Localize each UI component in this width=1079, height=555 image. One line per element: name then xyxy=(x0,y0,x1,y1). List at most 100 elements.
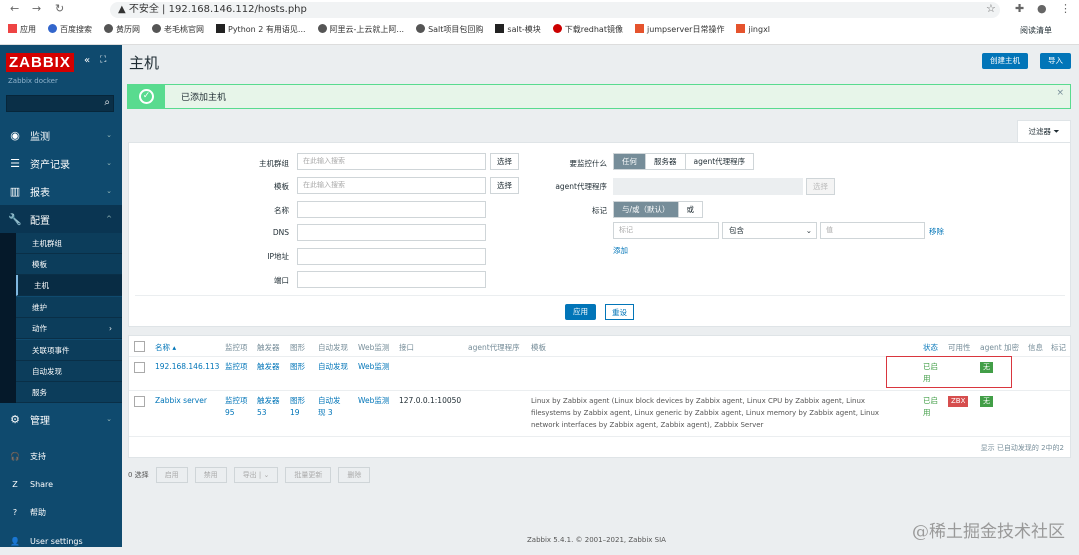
bookmark[interactable]: jingxl xyxy=(736,24,770,35)
name-input[interactable] xyxy=(297,201,486,218)
host-name-link[interactable]: Zabbix server xyxy=(155,396,207,405)
triggers-link[interactable]: 触发器 xyxy=(257,362,280,371)
support-link[interactable]: 🎧 支持 xyxy=(0,442,122,470)
mass-update-button[interactable]: 批量更新 xyxy=(285,467,332,483)
option-server[interactable]: 服务器 xyxy=(646,154,686,169)
submenu-hosts[interactable]: 主机 xyxy=(16,275,122,296)
bookmark[interactable]: salt-模块 xyxy=(495,24,541,35)
table-summary: 显示 已自动发现的 2中的2 xyxy=(980,444,1064,452)
templates-select-button[interactable]: 选择 xyxy=(490,177,519,194)
enable-button[interactable]: 启用 xyxy=(155,467,188,483)
header-name[interactable]: 名称 ▴ xyxy=(155,343,177,352)
proxy-input xyxy=(613,178,803,195)
submenu-actions[interactable]: 动作 › xyxy=(16,318,122,339)
select-all-checkbox[interactable] xyxy=(134,341,145,352)
tags-evaltype[interactable]: 与/或（默认） 或 xyxy=(613,201,704,218)
option-proxy[interactable]: agent代理程序 xyxy=(693,157,746,166)
header-tags: 标记 xyxy=(1051,343,1066,352)
extensions-icon[interactable]: ✚ xyxy=(1015,2,1025,15)
help-link[interactable]: ? 帮助 xyxy=(0,498,122,526)
discovery-link[interactable]: 自动发现 xyxy=(318,362,348,371)
reset-button[interactable]: 重设 xyxy=(605,304,634,320)
filter-tab[interactable]: 过滤器 ⏷ xyxy=(1017,120,1071,143)
templates-input[interactable]: 在此输入搜索 xyxy=(297,177,486,194)
bookmark[interactable]: 阿里云-上云就上阿... xyxy=(317,24,404,35)
triggers-link[interactable]: 触发器 53 xyxy=(257,396,280,417)
menu-configuration[interactable]: 🔧 配置 ^ xyxy=(0,205,122,233)
back-icon[interactable]: ← xyxy=(10,2,20,15)
menu-icon[interactable]: ⋮ xyxy=(1060,2,1071,15)
forward-icon[interactable]: → xyxy=(32,2,42,15)
name-label: 名称 xyxy=(274,206,289,215)
bookmark[interactable]: Salt项目包回购 xyxy=(416,24,483,35)
export-button[interactable]: 导出 | ⌄ xyxy=(233,467,279,483)
items-link[interactable]: 监控项 xyxy=(225,362,248,371)
host-groups-select-button[interactable]: 选择 xyxy=(490,153,519,170)
tag-operator-select[interactable]: 包含 ⌄ xyxy=(722,222,817,239)
header-encryption: agent 加密 xyxy=(980,343,1020,352)
host-name-link[interactable]: 192.168.146.113 xyxy=(155,362,220,371)
share-link[interactable]: Z Share xyxy=(0,470,122,498)
option-any[interactable]: 任何 xyxy=(614,154,646,169)
apply-button[interactable]: 应用 xyxy=(565,304,596,320)
header-interface: 接口 xyxy=(399,343,414,352)
status-toggle[interactable]: 已启用 xyxy=(923,396,938,417)
collapse-icon[interactable]: « xyxy=(84,55,91,66)
discovery-link[interactable]: 自动发现 3 xyxy=(318,396,341,417)
import-button[interactable]: 导入 xyxy=(1040,53,1071,69)
bookmark[interactable]: 下载redhat镜像 xyxy=(552,24,623,35)
add-tag-link[interactable]: 添加 xyxy=(613,246,628,255)
monitored-by-segmented[interactable]: 任何 服务器 agent代理程序 xyxy=(613,153,755,170)
option-or[interactable]: 或 xyxy=(686,205,695,214)
menu-administration[interactable]: ⚙ 管理 ⌄ xyxy=(0,405,122,433)
zabbix-logo[interactable]: ZABBIX xyxy=(6,53,74,72)
web-link[interactable]: Web监测 xyxy=(358,396,390,405)
bookmark[interactable]: 黄历网 xyxy=(104,24,140,35)
tag-input[interactable]: 标记 xyxy=(613,222,719,239)
delete-button[interactable]: 删除 xyxy=(338,467,371,483)
reading-list[interactable]: 阅读清单 xyxy=(1020,26,1052,35)
graphs-link[interactable]: 图形 19 xyxy=(290,396,305,417)
search-input[interactable]: ⌕ xyxy=(6,95,114,112)
bookmark[interactable]: Python 2 有用语见... xyxy=(216,24,306,35)
menu-monitoring[interactable]: ◉ 监测 ⌄ xyxy=(0,121,122,149)
proxy-select-button: 选择 xyxy=(806,178,835,195)
kiosk-icon[interactable]: ⛶ xyxy=(100,55,107,65)
menu-reports[interactable]: ▥ 报表 ⌄ xyxy=(0,177,122,205)
status-toggle[interactable]: 已启用 xyxy=(923,362,938,383)
submenu-event-correlation[interactable]: 关联项事件 xyxy=(16,340,122,361)
submenu-host-groups[interactable]: 主机群组 xyxy=(16,233,122,254)
address-bar[interactable]: ▲ 不安全 | 192.168.146.112/hosts.php xyxy=(110,2,1000,18)
close-icon[interactable]: × xyxy=(1056,88,1064,98)
search-icon[interactable]: ⌕ xyxy=(104,97,110,108)
submenu-templates[interactable]: 模板 xyxy=(16,254,122,275)
option-and-or[interactable]: 与/或（默认） xyxy=(614,202,679,217)
dns-input[interactable] xyxy=(297,224,486,241)
bookmark[interactable]: 应用 xyxy=(8,24,36,35)
host-groups-input[interactable]: 在此输入搜索 xyxy=(297,153,486,170)
tag-value-input[interactable]: 值 xyxy=(820,222,925,239)
create-host-button[interactable]: 创建主机 xyxy=(982,53,1028,69)
encryption-badge: 无 xyxy=(980,362,993,373)
submenu-maintenance[interactable]: 维护 xyxy=(16,297,122,318)
menu-inventory[interactable]: ☰ 资产记录 ⌄ xyxy=(0,149,122,177)
items-link[interactable]: 监控项 95 xyxy=(225,396,248,417)
star-icon[interactable]: ☆ xyxy=(986,2,996,15)
bookmark[interactable]: 百度搜索 xyxy=(48,24,92,35)
profile-icon[interactable]: ● xyxy=(1037,2,1047,15)
row-checkbox[interactable] xyxy=(134,396,145,407)
disable-button[interactable]: 禁用 xyxy=(194,467,227,483)
reload-icon[interactable]: ↻ xyxy=(55,2,65,15)
web-link[interactable]: Web监测 xyxy=(358,362,390,371)
header-status[interactable]: 状态 xyxy=(923,343,938,352)
row-checkbox[interactable] xyxy=(134,362,145,373)
port-input[interactable] xyxy=(297,271,486,288)
graphs-link[interactable]: 图形 xyxy=(290,362,305,371)
submenu-discovery[interactable]: 自动发现 xyxy=(16,361,122,382)
remove-tag-link[interactable]: 移除 xyxy=(929,227,944,236)
user-settings[interactable]: 👤 User settings xyxy=(0,527,122,555)
ip-input[interactable] xyxy=(297,248,486,265)
bookmark[interactable]: 老毛桃官网 xyxy=(152,24,204,35)
submenu-services[interactable]: 服务 xyxy=(16,382,122,403)
bookmark[interactable]: jumpserver日常操作 xyxy=(634,24,724,35)
